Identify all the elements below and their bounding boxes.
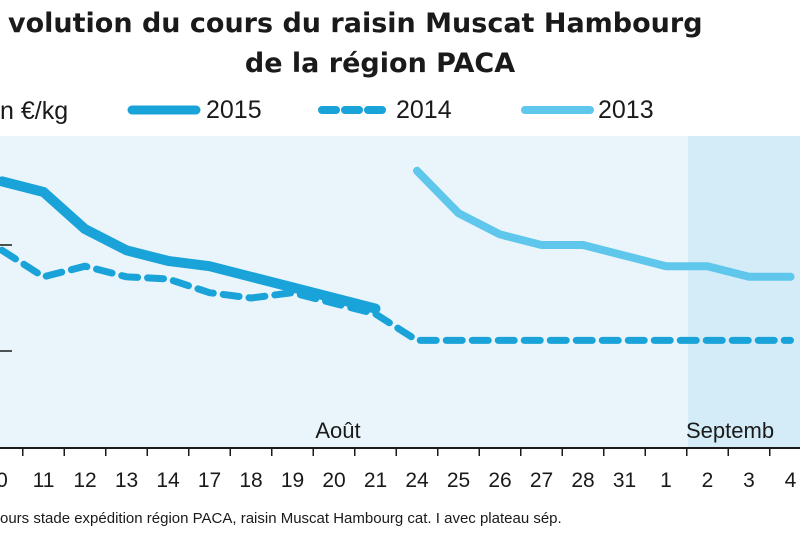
chart-title-line2: de la région PACA xyxy=(245,48,515,79)
y-axis-unit: n €/kg xyxy=(0,97,68,125)
x-tick-label: 17 xyxy=(198,469,221,492)
plot-area xyxy=(0,136,800,448)
x-tick-label: 19 xyxy=(281,469,304,492)
x-tick-label: 11 xyxy=(33,469,55,492)
legend-label-2014: 2014 xyxy=(396,96,452,124)
source-note: ours stade expédition région PACA, raisi… xyxy=(0,510,562,527)
x-tick-label: 14 xyxy=(156,469,180,492)
legend-label-2015: 2015 xyxy=(206,96,262,124)
x-tick-label: 3 xyxy=(743,469,755,492)
september-shade xyxy=(688,136,800,448)
x-tick-label: 1 xyxy=(660,469,672,492)
x-tick-label: 24 xyxy=(405,469,429,492)
x-tick-label: 18 xyxy=(239,469,262,492)
x-tick-label: 4 xyxy=(785,469,797,492)
x-tick-label: 20 xyxy=(322,469,345,492)
series-line-2013 xyxy=(413,166,795,281)
month-label-aout: Août xyxy=(315,418,360,443)
x-tick-label: 25 xyxy=(447,469,470,492)
series-line-2014 xyxy=(0,246,794,344)
x-tick-labels: 0 11 12 13 14 17 18 19 20 21 24 25 26 27 28 31 1 2 3 4 xyxy=(0,448,797,492)
chart-title: volution du cours du raisin Muscat Hambo… xyxy=(8,8,703,39)
x-tick-label: 0 xyxy=(0,469,8,492)
x-tick-label: 13 xyxy=(115,469,138,492)
x-tick-label: 31 xyxy=(613,469,636,492)
series-line-2015 xyxy=(0,176,381,314)
x-tick-label: 28 xyxy=(571,469,594,492)
legend: 2015 2014 2013 xyxy=(127,96,654,124)
month-label-septembre: Septemb xyxy=(686,418,774,443)
x-tick-label: 2 xyxy=(702,469,714,492)
x-tick-label: 12 xyxy=(73,469,96,492)
x-tick-label: 26 xyxy=(488,469,511,492)
legend-label-2013: 2013 xyxy=(598,96,654,124)
x-tick-label: 21 xyxy=(364,469,387,492)
x-tick-label: 27 xyxy=(530,469,553,492)
